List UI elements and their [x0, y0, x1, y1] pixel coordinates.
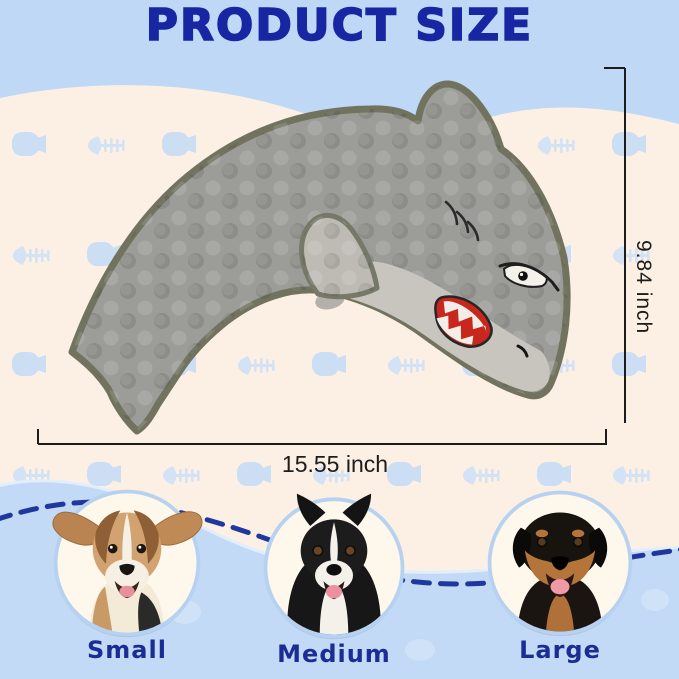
shark-nostril: [516, 344, 529, 358]
width-dimension-tick-left: [37, 429, 39, 444]
shark-gills: [444, 200, 480, 242]
width-dimension-label: 15.55 inch: [281, 451, 389, 477]
width-dimension-tick-right: [605, 429, 607, 444]
collie-ear-left: [296, 493, 326, 526]
size-badge-large: Large: [475, 482, 645, 664]
page-title: PRODUCT SIZE: [145, 0, 534, 52]
beagle-dog-photo: [52, 489, 203, 638]
rottweiler-dog-photo: [487, 490, 633, 637]
top-wave: [0, 0, 679, 132]
beagle-ear-right: [148, 511, 203, 546]
size-badge-medium: Medium: [249, 486, 419, 668]
size-badge-small: Small: [42, 482, 212, 664]
height-dimension-line: [624, 68, 626, 423]
fish-icon: [405, 639, 435, 661]
size-label-small: Small: [87, 636, 167, 664]
fish-icon: [641, 589, 669, 611]
height-dimension-tick: [604, 67, 625, 69]
size-label-medium: Medium: [277, 640, 391, 668]
shark-pectoral-fin: [299, 213, 380, 310]
border-collie-dog-photo: [263, 493, 405, 640]
height-dimension-label: 9.84 inch: [632, 240, 655, 335]
shark-mouth: [434, 295, 493, 348]
collie-ear-right: [342, 493, 372, 526]
width-dimension-line: [38, 443, 607, 445]
shark-eye: [498, 262, 560, 292]
size-label-large: Large: [519, 636, 601, 664]
